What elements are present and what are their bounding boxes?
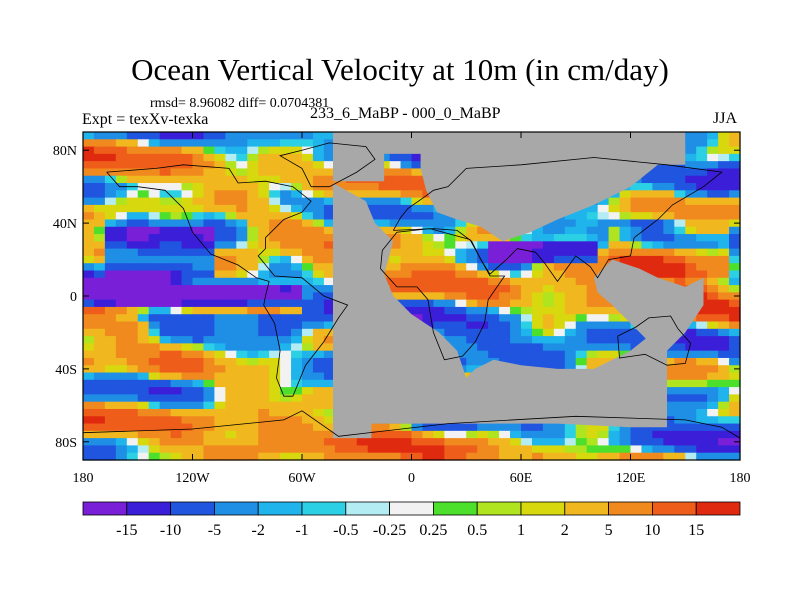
- land-mass-3: [333, 183, 667, 439]
- y-tick-label: 80N: [53, 144, 77, 159]
- colorbar-label: 10: [644, 522, 660, 539]
- colorbar-label: -15: [116, 522, 137, 539]
- coastline-2: [392, 157, 723, 283]
- land-mass-1: [333, 132, 430, 182]
- coastline-6: [279, 142, 376, 188]
- x-tick-label: 180: [730, 471, 751, 486]
- colorbar-swatch: [82, 501, 128, 516]
- colorbar-label: -10: [160, 522, 181, 539]
- colorbar-swatch: [301, 501, 347, 516]
- colorbar-label: -0.25: [373, 522, 406, 539]
- coastlines: [82, 142, 741, 439]
- x-tick-label: 0: [408, 471, 415, 486]
- colorbar: -15 -10 -5 -2 -1 -0.5 -0.25 0.25 0.5 1 2 5 10 15: [82, 501, 741, 539]
- colorbar-label: -0.5: [333, 522, 358, 539]
- colorbar-swatch: [257, 501, 303, 516]
- y-tick-label: 80S: [55, 436, 77, 451]
- chart-title: Ocean Vertical Velocity at 10m (in cm/da…: [131, 52, 669, 87]
- colorbar-swatch: [170, 501, 215, 516]
- colorbar-swatch: [213, 501, 259, 516]
- colorbar-swatch: [652, 501, 697, 516]
- colorbar-label: 0.25: [419, 522, 447, 539]
- y-tick-label: 40S: [55, 363, 77, 378]
- colorbar-label: 2: [561, 522, 569, 539]
- subtitle: 233_6_MaBP - 000_0_MaBP: [310, 105, 501, 122]
- land-mass-4: [594, 259, 704, 351]
- x-tick-label: 120W: [175, 471, 210, 486]
- x-tick-label: 60W: [288, 471, 316, 486]
- land-masses: [333, 132, 704, 439]
- stats-text: rmsd= 8.96082 diff= 0.0704381: [150, 96, 330, 111]
- colorbar-label: -5: [208, 522, 221, 539]
- colorbar-swatch: [520, 501, 566, 516]
- coastline-1: [106, 164, 349, 397]
- colorbar-label: -2: [252, 522, 265, 539]
- coastline-3: [380, 228, 506, 361]
- season-label: JJA: [713, 110, 738, 127]
- map-panel: [82, 132, 741, 461]
- x-tick-label: 180: [73, 471, 94, 486]
- colorbar-swatch: [564, 501, 609, 516]
- colorbar-label: 5: [605, 522, 613, 539]
- x-tick-label: 120E: [616, 471, 646, 486]
- colorbar-swatch: [476, 501, 522, 516]
- colorbar-label: 15: [688, 522, 704, 539]
- colorbar-label: -1: [295, 522, 308, 539]
- experiment-label: Expt = texXv-texka: [82, 111, 209, 128]
- land-mass-2: [420, 132, 686, 242]
- coastline-5: [82, 410, 741, 439]
- colorbar-swatch: [608, 501, 653, 516]
- x-tick-label: 60E: [510, 471, 533, 486]
- colorbar-swatch: [432, 501, 478, 516]
- colorbar-label: 0.5: [467, 522, 487, 539]
- colorbar-swatch: [389, 501, 434, 516]
- y-tick-label: 0: [70, 290, 77, 305]
- colorbar-swatch: [345, 501, 390, 516]
- colorbar-swatch: [695, 501, 741, 516]
- map-axes: 180 120W 60W 0 60E 120E 180 80N 40N 0 40S 80S: [53, 131, 751, 486]
- colorbar-label: 1: [517, 522, 525, 539]
- colorbar-swatch: [126, 501, 172, 516]
- y-tick-label: 40N: [53, 217, 77, 232]
- coastline-4: [617, 315, 692, 366]
